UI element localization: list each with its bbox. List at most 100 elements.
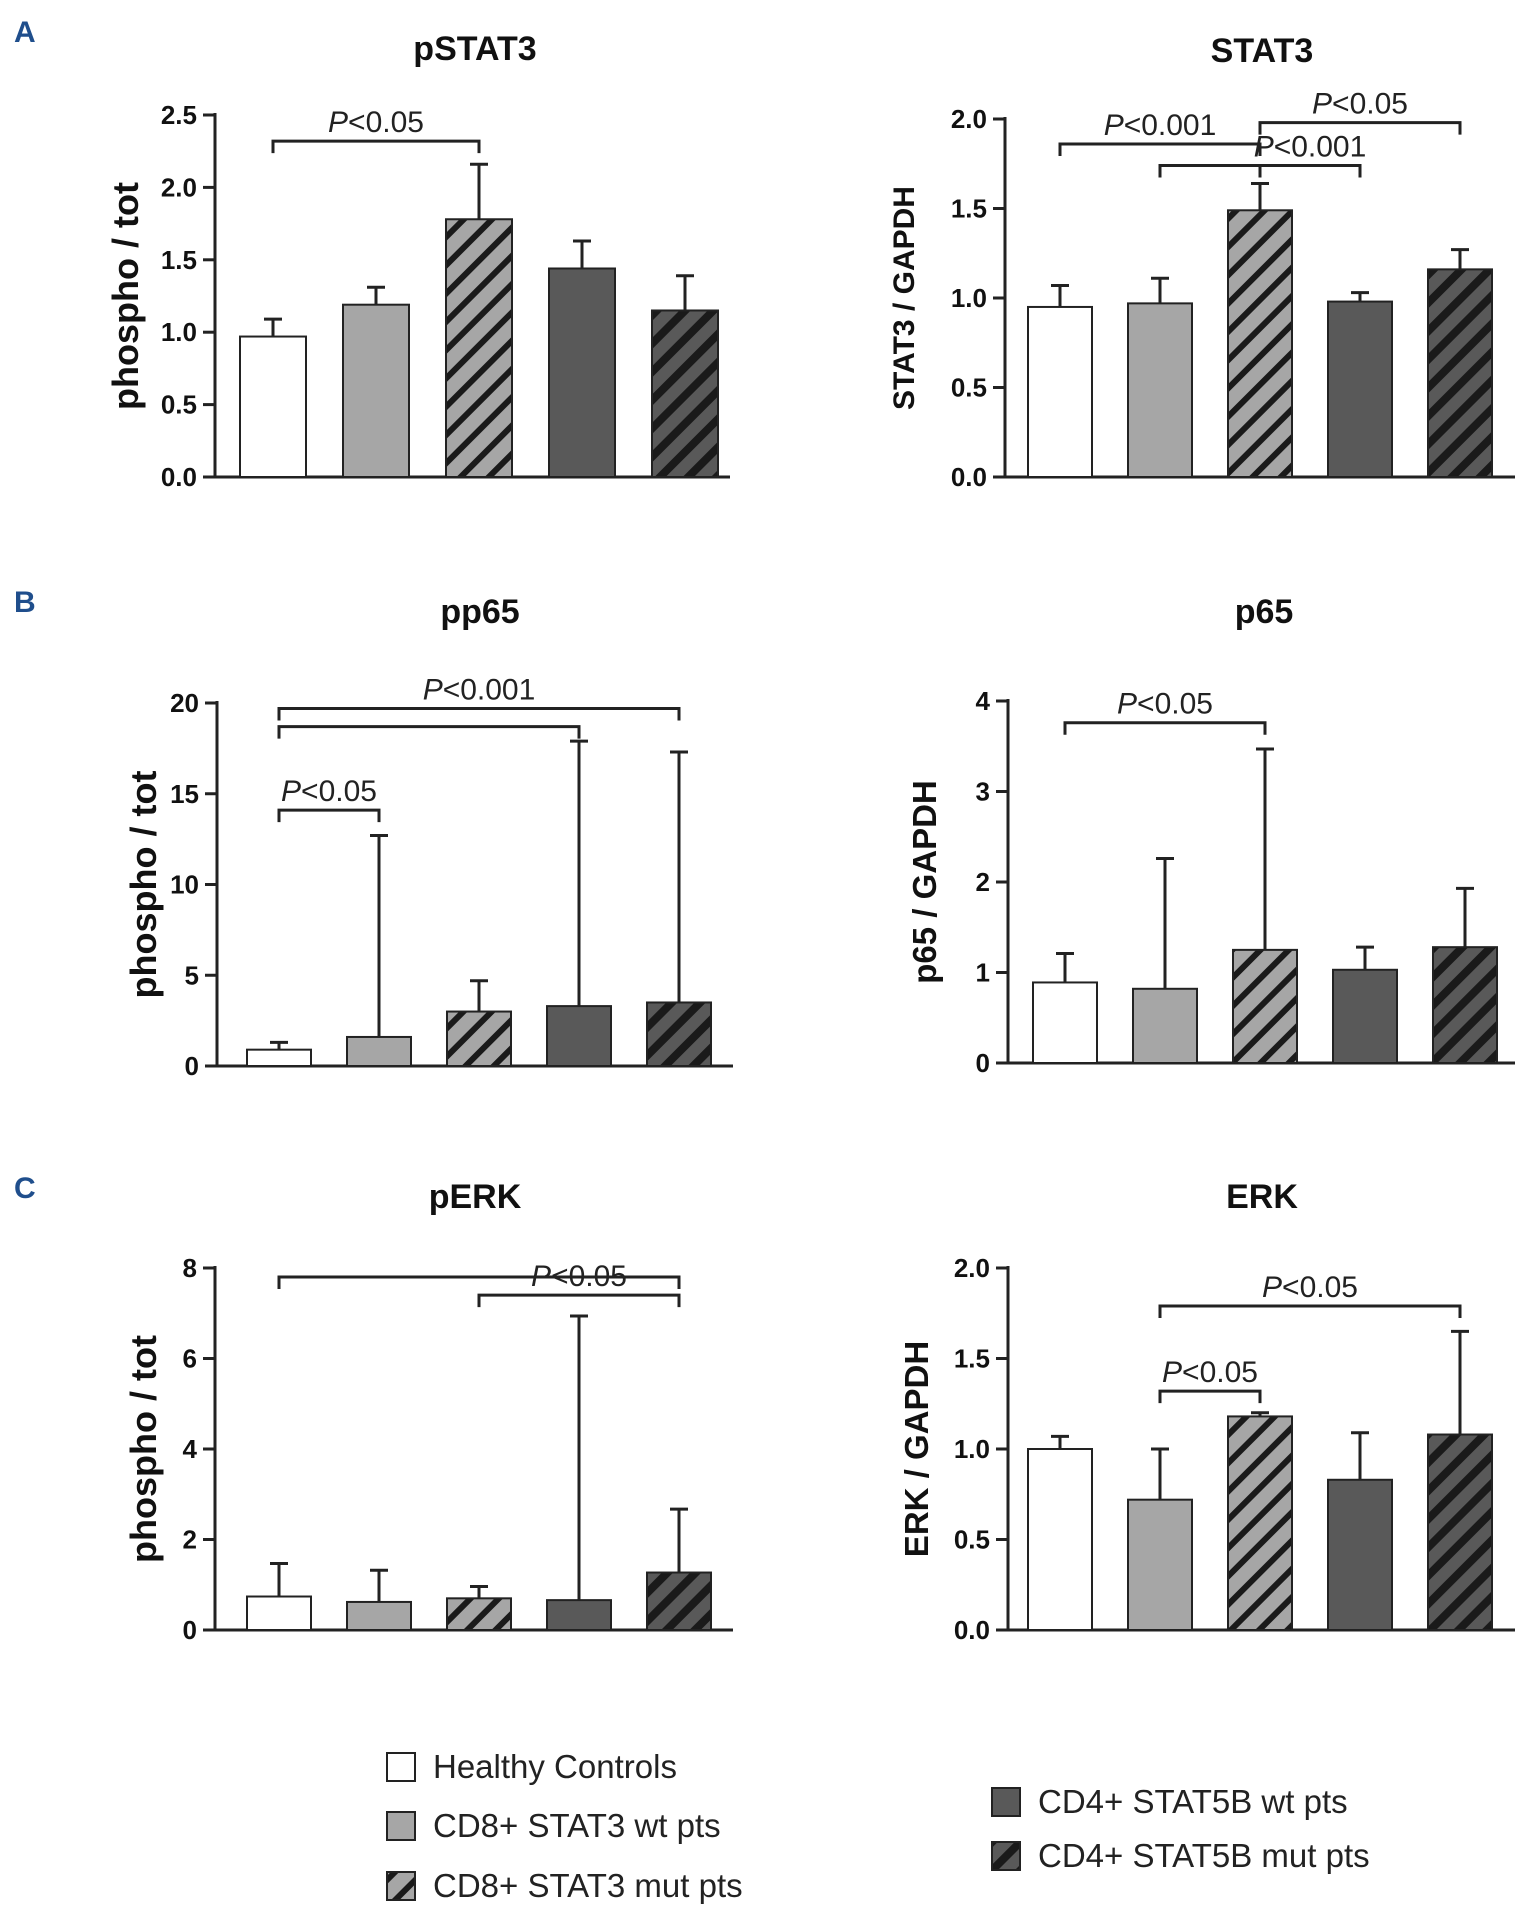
significance-bracket <box>1258 121 1462 135</box>
significance-label: P<0.05 <box>281 775 377 808</box>
y-tick-label: 4 <box>183 1434 198 1464</box>
chart-title: ERK <box>1226 1178 1298 1216</box>
chart-title: pSTAT3 <box>413 30 536 68</box>
significance-label: P<0.05 <box>1117 688 1213 721</box>
y-tick-label: 1.5 <box>161 245 197 275</box>
y-tick-label: 0.0 <box>954 1615 990 1645</box>
chart-p65: p65 p65 / GAPDH 0 1 2 3 4 P<0.05 <box>906 593 1515 1078</box>
panel-letter-c: C <box>14 1172 36 1205</box>
y-tick-label: 0.5 <box>161 390 197 420</box>
bar-cd4-stat5b-wt-pts <box>1327 1478 1393 1632</box>
bar-cd4-stat5b-mut-pts <box>1432 946 1498 1064</box>
significance-label: P<0.05 <box>531 1260 627 1293</box>
significance-label: P<0.05 <box>1162 1356 1258 1389</box>
significance-bracket <box>1158 164 1262 178</box>
bar-healthy-controls <box>1027 1448 1093 1631</box>
bar-cd4-stat5b-wt-pts <box>546 1005 612 1067</box>
chart-perk: pERK phospho / tot 0 2 4 6 8 P<0.05 <box>123 1178 733 1645</box>
chart-title: pERK <box>429 1178 522 1216</box>
y-tick-label: 0.0 <box>951 462 987 492</box>
y-tick-label: 10 <box>170 870 199 900</box>
y-tick-label: 1.0 <box>954 1434 990 1464</box>
legend-swatch <box>386 1871 416 1901</box>
bar-cd8-stat3-mut-pts <box>1227 1415 1293 1632</box>
legend-label: CD4+ STAT5B mut pts <box>1038 1837 1370 1874</box>
y-tick-label: 4 <box>976 686 991 716</box>
legend-swatch <box>386 1752 416 1782</box>
significance-bracket <box>1058 142 1262 157</box>
legend-item-cd4-stat5b-mut: CD4+ STAT5B mut pts <box>991 1837 1370 1874</box>
y-tick-label: 20 <box>170 688 199 718</box>
significance-bracket <box>1258 164 1362 178</box>
y-tick-label: 0.5 <box>954 1525 990 1555</box>
chart-erk: ERK ERK / GAPDH 0.0 0.5 1.0 1.5 2.0 P<0.05 P<0.0… <box>898 1178 1515 1645</box>
bar-cd8-stat3-mut-pts <box>1227 209 1293 478</box>
significance-bracket <box>277 706 681 721</box>
legend-item-healthy-controls: Healthy Controls <box>386 1748 677 1785</box>
y-tick-label: 2 <box>183 1525 197 1555</box>
bar-cd4-stat5b-mut-pts <box>646 1001 712 1067</box>
bar-cd8-stat3-wt-pts <box>1132 987 1198 1064</box>
chart-title: pp65 <box>440 593 519 631</box>
y-axis-label: phospho / tot <box>123 1335 164 1563</box>
legend-item-cd8-stat3-wt: CD8+ STAT3 wt pts <box>386 1807 721 1844</box>
significance-bracket <box>277 1275 681 1290</box>
bar-cd4-stat5b-wt-pts <box>1332 968 1398 1064</box>
y-axis-label: phospho / tot <box>105 182 146 410</box>
y-tick-label: 0 <box>185 1051 199 1081</box>
y-axis-label: STAT3 / GAPDH <box>888 186 921 410</box>
y-axis-label: ERK / GAPDH <box>898 1341 935 1557</box>
y-tick-label: 15 <box>170 779 199 809</box>
y-axis-label: phospho / tot <box>123 771 164 999</box>
bar-cd8-stat3-wt-pts <box>1127 1498 1193 1632</box>
significance-label: P<0.05 <box>328 106 424 139</box>
bar-healthy-controls <box>239 335 307 478</box>
bar-cd8-stat3-wt-pts <box>1127 302 1193 478</box>
y-tick-label: 3 <box>976 777 990 807</box>
y-tick-label: 5 <box>185 960 199 990</box>
significance-label: P<0.001 <box>1254 131 1367 164</box>
y-tick-label: 1 <box>976 958 990 988</box>
y-tick-label: 8 <box>183 1253 197 1283</box>
y-tick-label: 1.0 <box>951 283 987 313</box>
significance-bracket <box>1158 1304 1462 1319</box>
panel-letter-b: B <box>14 586 36 619</box>
y-tick-label: 1.0 <box>161 317 197 347</box>
y-tick-label: 2.0 <box>161 172 197 202</box>
bar-healthy-controls <box>246 1595 312 1632</box>
bar-cd8-stat3-mut-pts <box>446 1010 512 1067</box>
significance-bracket <box>1063 721 1267 735</box>
y-tick-label: 2.0 <box>951 104 987 134</box>
bar-cd4-stat5b-wt-pts <box>546 1599 612 1632</box>
significance-bracket <box>477 1293 681 1308</box>
chart-title: p65 <box>1235 593 1294 631</box>
bar-healthy-controls <box>1032 981 1098 1065</box>
significance-label: P<0.001 <box>1104 109 1217 142</box>
y-tick-label: 2.0 <box>954 1253 990 1283</box>
legend-swatch <box>991 1787 1021 1817</box>
chart-pstat3: pSTAT3 phospho / tot 0.0 0.5 1.0 1.5 2.0 2.5 P<0… <box>105 30 730 492</box>
legend-item-cd8-stat3-mut: CD8+ STAT3 mut pts <box>386 1867 743 1904</box>
legend-swatch <box>991 1841 1021 1871</box>
legend-label: CD4+ STAT5B wt pts <box>1038 1783 1348 1820</box>
y-tick-label: 0 <box>976 1048 990 1078</box>
y-tick-label: 1.5 <box>954 1344 990 1374</box>
significance-bracket <box>271 139 481 154</box>
bar-cd4-stat5b-mut-pts <box>1427 268 1493 478</box>
y-tick-label: 1.5 <box>951 194 987 224</box>
legend: Healthy Controls CD8+ STAT3 wt pts CD8+ … <box>386 1748 1370 1904</box>
y-tick-label: 2.5 <box>161 100 197 130</box>
bar-cd8-stat3-wt-pts <box>346 1600 412 1631</box>
chart-title: STAT3 <box>1211 32 1314 70</box>
bar-cd8-stat3-mut-pts <box>1232 948 1298 1064</box>
bar-healthy-controls <box>1027 305 1093 479</box>
y-axis-label: p65 / GAPDH <box>906 780 943 984</box>
chart-stat3: STAT3 STAT3 / GAPDH 0.0 0.5 1.0 1.5 2.0 P<0.001… <box>888 32 1515 492</box>
panel-letter-a: A <box>14 16 36 49</box>
legend-label: CD8+ STAT3 mut pts <box>433 1867 743 1904</box>
y-tick-label: 0 <box>183 1615 197 1645</box>
significance-label: P<0.05 <box>1262 1271 1358 1304</box>
significance-bracket <box>277 725 581 739</box>
bar-cd8-stat3-wt-pts <box>346 1035 412 1067</box>
